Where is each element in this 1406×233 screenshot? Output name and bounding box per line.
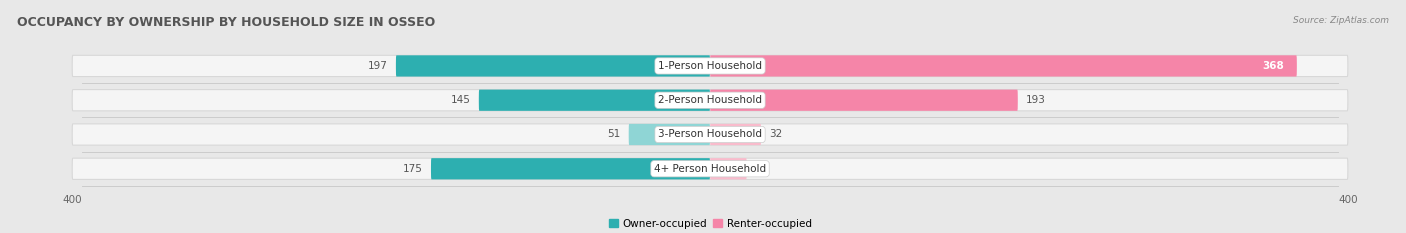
FancyBboxPatch shape (479, 90, 710, 111)
FancyBboxPatch shape (710, 90, 1018, 111)
Text: 175: 175 (404, 164, 423, 174)
FancyBboxPatch shape (628, 124, 710, 145)
Text: 32: 32 (769, 130, 782, 140)
Text: Source: ZipAtlas.com: Source: ZipAtlas.com (1294, 16, 1389, 25)
FancyBboxPatch shape (72, 55, 1348, 77)
FancyBboxPatch shape (710, 158, 747, 179)
Text: 23: 23 (755, 164, 768, 174)
Text: 368: 368 (1263, 61, 1284, 71)
FancyBboxPatch shape (432, 158, 710, 179)
FancyBboxPatch shape (72, 124, 1348, 145)
Text: 193: 193 (1026, 95, 1046, 105)
Text: 4+ Person Household: 4+ Person Household (654, 164, 766, 174)
FancyBboxPatch shape (710, 55, 1296, 77)
Text: 145: 145 (451, 95, 471, 105)
FancyBboxPatch shape (72, 90, 1348, 111)
Text: 3-Person Household: 3-Person Household (658, 130, 762, 140)
Text: 197: 197 (368, 61, 388, 71)
FancyBboxPatch shape (710, 124, 761, 145)
Legend: Owner-occupied, Renter-occupied: Owner-occupied, Renter-occupied (606, 216, 814, 231)
Text: OCCUPANCY BY OWNERSHIP BY HOUSEHOLD SIZE IN OSSEO: OCCUPANCY BY OWNERSHIP BY HOUSEHOLD SIZE… (17, 16, 434, 29)
Text: 1-Person Household: 1-Person Household (658, 61, 762, 71)
FancyBboxPatch shape (72, 158, 1348, 179)
Text: 51: 51 (607, 130, 620, 140)
Text: 2-Person Household: 2-Person Household (658, 95, 762, 105)
FancyBboxPatch shape (396, 55, 710, 77)
